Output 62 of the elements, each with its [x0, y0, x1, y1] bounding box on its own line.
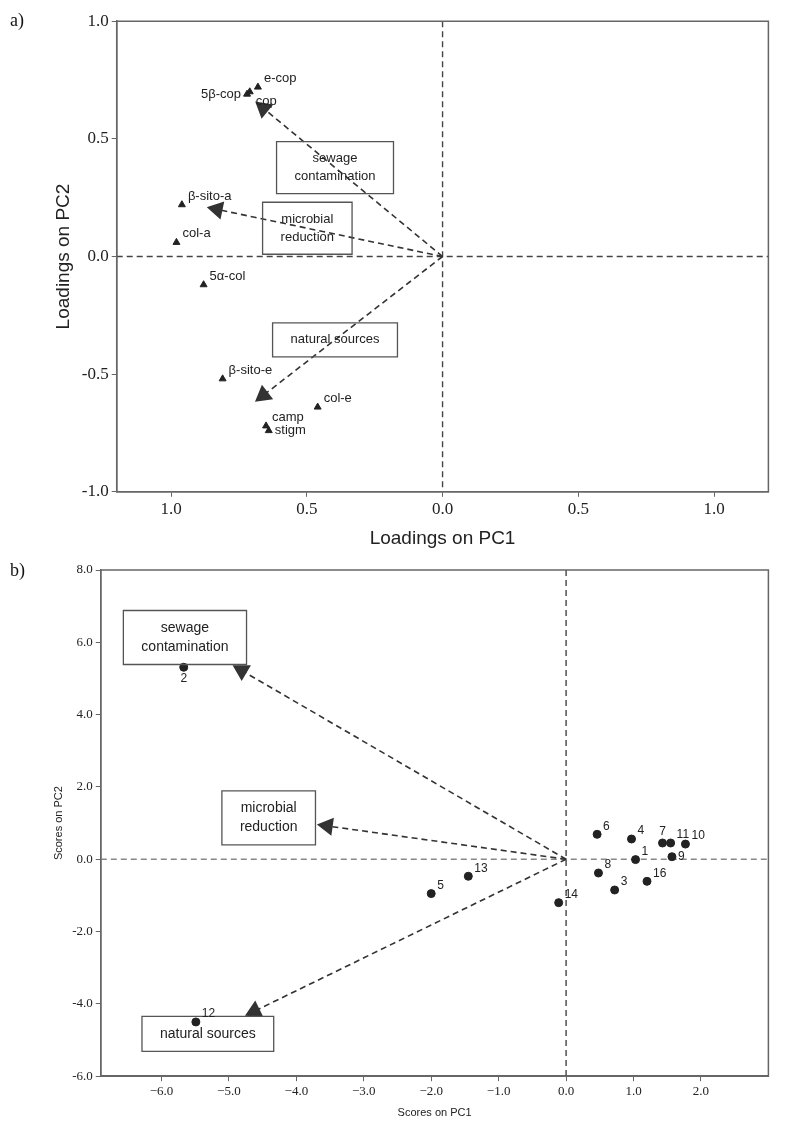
x-tick-label: −1.0 — [486, 1083, 511, 1099]
y-tick-label: 8.0 — [76, 561, 93, 577]
series-label: 8 — [604, 857, 612, 872]
y-tick-label: -2.0 — [72, 922, 93, 938]
x-tick-label: 0.0 — [431, 499, 454, 519]
x-tick-label: −5.0 — [217, 1083, 241, 1099]
y-tick-label: 1.0 — [87, 10, 109, 30]
series-label: 13 — [474, 860, 488, 875]
x-tick-label: 0.5 — [296, 499, 318, 519]
x-axis-title: Loadings on PC1 — [369, 526, 516, 548]
series-label: col-a — [182, 225, 212, 241]
series-label: natural sources — [159, 1024, 256, 1041]
series-label: microbial reduction — [239, 799, 298, 835]
series-label: sewage contamination — [294, 150, 376, 184]
series-label: 2 — [180, 670, 188, 685]
y-tick-label: 0.5 — [87, 128, 109, 148]
series-label: 7 — [659, 824, 667, 839]
series-label: β-sito-a — [187, 187, 233, 203]
series-label: 4 — [637, 823, 645, 838]
y-tick-label: 0.0 — [87, 245, 109, 265]
series-label: 1 — [641, 843, 649, 858]
series-label: 6 — [603, 818, 611, 833]
series-label: stigm — [274, 422, 306, 438]
y-tick-label: -6.0 — [72, 1067, 93, 1083]
x-tick-label: −4.0 — [284, 1083, 309, 1099]
y-tick-label: 2.0 — [76, 778, 93, 794]
y-tick-label: -4.0 — [72, 995, 93, 1011]
series-label: 5β-cop — [201, 85, 242, 101]
y-axis-title: Loadings on PC2 — [51, 183, 73, 330]
series-label: sewage contamination — [141, 618, 229, 654]
series-label: 9 — [677, 849, 685, 864]
series-label: camp — [272, 408, 304, 424]
text: b) — [10, 559, 25, 581]
x-tick-label: 1.0 — [625, 1083, 642, 1099]
series-label: β-sito-e — [228, 361, 273, 377]
y-tick-label: -0.5 — [81, 363, 109, 383]
series-label: 5 — [437, 877, 445, 892]
x-tick-label: −2.0 — [419, 1083, 444, 1099]
series-label: e-cop — [263, 70, 297, 86]
y-tick-label: 6.0 — [76, 633, 93, 649]
series-label: 3 — [620, 874, 628, 889]
x-tick-label: 1.0 — [703, 499, 725, 519]
x-tick-label: 2.0 — [692, 1083, 710, 1099]
x-tick-label: 0.0 — [557, 1083, 575, 1099]
series-label: 10 — [691, 828, 706, 843]
text: a) — [10, 9, 24, 31]
series-label: 16 — [653, 865, 667, 880]
series-label: col-e — [323, 390, 352, 406]
series-label: 5α-col — [209, 267, 246, 283]
x-tick-label: −6.0 — [149, 1083, 174, 1099]
y-tick-label: 4.0 — [76, 706, 93, 722]
series-label: natural sources — [290, 331, 380, 347]
y-tick-label: 0.0 — [76, 850, 93, 866]
y-tick-label: -1.0 — [81, 481, 109, 501]
y-axis-title: Scores on PC2 — [51, 786, 64, 861]
x-tick-label: 1.0 — [160, 499, 182, 519]
x-tick-label: −3.0 — [351, 1083, 376, 1099]
x-tick-label: 0.5 — [567, 499, 589, 519]
series-label: microbial reduction — [280, 210, 335, 244]
x-axis-title: Scores on PC1 — [397, 1106, 472, 1119]
series-label: 11 — [676, 827, 690, 842]
series-label: 14 — [564, 886, 579, 901]
